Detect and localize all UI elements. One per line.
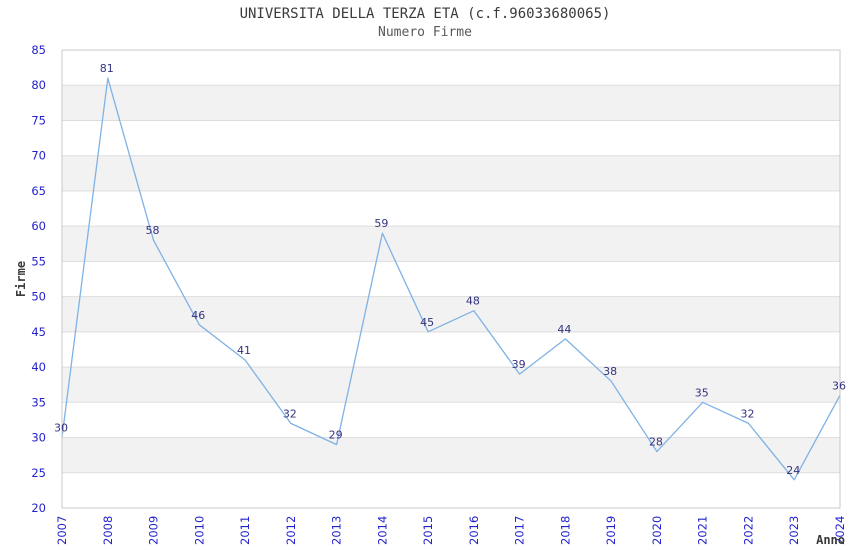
x-tick-label: 2021 (696, 516, 710, 545)
x-tick-label: 2023 (787, 516, 801, 545)
data-point-label: 44 (557, 323, 571, 336)
y-axis-title: Firme (14, 261, 28, 297)
plot-band (62, 296, 840, 332)
y-tick-label: 20 (31, 501, 46, 515)
plot-band (62, 367, 840, 403)
x-tick-label: 2013 (330, 516, 344, 545)
data-point-label: 36 (832, 379, 846, 392)
data-point-label: 46 (191, 309, 205, 322)
data-point-label: 81 (100, 62, 114, 75)
x-tick-label: 2017 (513, 516, 527, 545)
y-tick-label: 50 (31, 290, 46, 304)
x-tick-label: 2018 (558, 516, 572, 545)
y-tick-label: 70 (31, 149, 46, 163)
data-point-label: 58 (146, 224, 160, 237)
plot-band (62, 226, 840, 262)
y-tick-label: 80 (31, 78, 46, 92)
data-point-label: 24 (786, 464, 800, 477)
y-tick-label: 25 (31, 466, 46, 480)
y-tick-label: 75 (31, 113, 46, 127)
data-point-label: 45 (420, 316, 434, 329)
chart-subtitle: Numero Firme (378, 25, 472, 40)
x-tick-label: 2024 (833, 516, 847, 545)
x-tick-label: 2014 (375, 516, 389, 545)
data-point-label: 48 (466, 295, 480, 308)
x-tick-label: 2009 (147, 516, 161, 545)
y-tick-label: 35 (31, 395, 46, 409)
x-axis-title: Anno (816, 533, 845, 547)
y-tick-label: 65 (31, 184, 46, 198)
data-point-label: 41 (237, 344, 251, 357)
data-point-label: 38 (603, 365, 617, 378)
x-tick-label: 2008 (101, 516, 115, 545)
y-tick-label: 60 (31, 219, 46, 233)
x-tick-label: 2016 (467, 516, 481, 545)
data-point-label: 32 (740, 407, 754, 420)
x-tick-label: 2015 (421, 516, 435, 545)
y-tick-label: 30 (31, 431, 46, 445)
data-point-label: 39 (512, 358, 526, 371)
data-line (61, 77, 841, 481)
plot-background (62, 50, 840, 508)
x-tick-label: 2020 (650, 516, 664, 545)
data-point-label: 28 (649, 436, 663, 449)
data-point-label: 59 (374, 217, 388, 230)
x-tick-label: 2007 (55, 516, 69, 545)
data-point-label: 29 (329, 429, 343, 442)
plot-border (61, 49, 841, 509)
x-tick-label: 2019 (604, 516, 618, 545)
x-tick-label: 2022 (741, 516, 755, 545)
data-point-label: 30 (54, 422, 68, 435)
x-tick-label: 2012 (284, 516, 298, 545)
y-tick-label: 40 (31, 360, 46, 374)
y-tick-label: 55 (31, 254, 46, 268)
plot-band (62, 155, 840, 191)
x-tick-label: 2010 (192, 516, 206, 545)
plot-band (62, 437, 840, 473)
y-tick-label: 85 (31, 43, 46, 57)
y-tick-label: 45 (31, 325, 46, 339)
chart-title: UNIVERSITA DELLA TERZA ETA (c.f.96033680… (239, 6, 611, 22)
x-tick-label: 2011 (238, 516, 252, 545)
data-point-label: 32 (283, 407, 297, 420)
plot-band (62, 85, 840, 121)
data-point-label: 35 (695, 386, 709, 399)
